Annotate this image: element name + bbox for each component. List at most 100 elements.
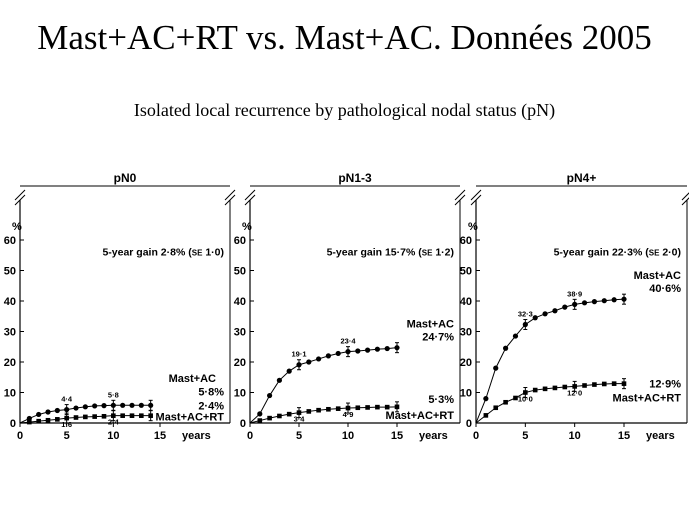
x-tick-label: 5 xyxy=(64,430,70,442)
y-tick-label: 20 xyxy=(460,357,472,369)
data-point-mast-ac xyxy=(276,377,282,383)
data-point-mast-ac-rt xyxy=(73,415,79,420)
x-tick-label: 0 xyxy=(17,430,23,442)
data-label: 4·4 xyxy=(61,395,73,404)
data-point-mast-ac-rt xyxy=(562,384,568,390)
data-point-mast-ac xyxy=(335,350,341,357)
axis-break-mark xyxy=(14,194,26,206)
axis-break-mark xyxy=(224,189,236,201)
axis-break-mark xyxy=(681,192,689,201)
axis-break-mark xyxy=(470,194,482,206)
end-label-mast-ac-rt: 5·3% xyxy=(428,394,454,406)
data-point-mast-ac xyxy=(120,402,126,408)
data-point-mast-ac-rt xyxy=(542,386,548,392)
series-line-mast-ac-rt xyxy=(475,383,624,424)
data-point-mast-ac-rt xyxy=(27,419,32,425)
data-label: 2·4 xyxy=(108,418,120,427)
data-point-mast-ac-rt xyxy=(139,413,144,418)
y-axis-label: % xyxy=(468,221,478,233)
axis-break-mark xyxy=(244,189,256,201)
data-point-mast-ac-rt xyxy=(316,407,321,413)
data-point-mast-ac xyxy=(611,297,617,303)
data-point-mast-ac xyxy=(36,411,42,418)
data-label: 3·4 xyxy=(294,415,306,424)
data-point-mast-ac xyxy=(374,346,380,352)
x-axis-label: years xyxy=(419,430,448,442)
data-point-mast-ac xyxy=(355,348,361,354)
panel-title: pN4+ xyxy=(567,171,597,185)
x-tick-label: 0 xyxy=(473,430,479,442)
data-point-mast-ac-rt xyxy=(36,418,41,424)
data-point-mast-ac xyxy=(54,407,60,414)
end-label-mast-ac: 40·6% xyxy=(649,283,681,295)
y-tick-label: 30 xyxy=(4,327,16,339)
data-point-mast-ac-rt xyxy=(375,404,380,410)
data-point-mast-ac xyxy=(493,365,499,371)
y-tick-label: 10 xyxy=(4,388,16,400)
series-name-mast-ac: Mast+AC xyxy=(634,270,681,282)
data-point-mast-ac xyxy=(384,345,390,352)
data-label: 4·9 xyxy=(343,410,354,419)
y-tick-label: 40 xyxy=(460,296,472,308)
slide-title: Mast+AC+RT vs. Mast+AC. Données 2005 xyxy=(37,18,652,57)
axis-break-mark xyxy=(454,189,466,201)
series-name-mast-ac: Mast+AC xyxy=(169,373,216,385)
data-point-mast-ac xyxy=(286,368,292,374)
data-point-mast-ac-rt xyxy=(326,406,331,412)
slide-subtitle: Isolated local recurrence by pathologica… xyxy=(133,100,556,120)
data-label: 12·0 xyxy=(567,388,582,397)
y-tick-label: 60 xyxy=(4,235,16,247)
data-point-mast-ac xyxy=(82,404,88,410)
data-point-mast-ac xyxy=(532,315,538,321)
data-point-mast-ac xyxy=(73,405,79,411)
data-point-mast-ac xyxy=(26,415,32,422)
data-point-mast-ac-rt xyxy=(277,413,282,419)
y-tick-label: 0 xyxy=(240,418,246,430)
x-tick-label: 15 xyxy=(391,430,403,442)
data-point-mast-ac xyxy=(306,359,312,365)
y-tick-label: 60 xyxy=(460,235,472,247)
y-tick-label: 0 xyxy=(466,418,472,430)
data-point-mast-ac xyxy=(483,396,489,402)
data-label: 38·9 xyxy=(567,289,582,298)
axis-break-mark xyxy=(681,197,689,206)
series-name-mast-ac-rt: Mast+AC+RT xyxy=(613,393,682,405)
x-tick-label: 10 xyxy=(342,430,354,442)
data-point-mast-ac xyxy=(512,333,519,339)
y-tick-label: 40 xyxy=(234,296,246,308)
gain-text: 5-year gain 22·3% (SE 2·0) xyxy=(554,246,681,258)
y-tick-label: 20 xyxy=(4,357,16,369)
y-tick-label: 50 xyxy=(234,266,246,278)
data-point-mast-ac xyxy=(92,403,98,409)
y-tick-label: 50 xyxy=(460,266,472,278)
end-label-mast-ac: 24·7% xyxy=(422,332,454,344)
end-label-mast-ac-rt: 12·9% xyxy=(649,379,681,391)
data-label: 5·8 xyxy=(108,390,119,399)
y-tick-label: 30 xyxy=(460,327,472,339)
data-point-mast-ac-rt xyxy=(267,415,272,421)
y-tick-label: 10 xyxy=(460,388,472,400)
y-tick-label: 30 xyxy=(234,327,246,339)
x-tick-label: 5 xyxy=(522,430,528,442)
x-tick-label: 0 xyxy=(247,430,253,442)
x-axis-label: years xyxy=(646,430,675,442)
y-tick-label: 40 xyxy=(4,296,16,308)
panel-title: pN1-3 xyxy=(338,171,372,185)
data-point-mast-ac-rt xyxy=(129,413,135,418)
series-line-mast-ac xyxy=(475,298,625,424)
data-point-mast-ac-rt xyxy=(532,387,538,393)
data-label: 23·4 xyxy=(340,337,356,346)
axis-break-mark xyxy=(454,194,466,206)
y-tick-label: 50 xyxy=(4,266,16,278)
gain-text: 5-year gain 2·8% (SE 1·0) xyxy=(102,246,224,258)
data-point-mast-ac-rt xyxy=(582,383,587,388)
x-axis-label: years xyxy=(182,430,211,442)
x-tick-label: 5 xyxy=(296,430,302,442)
gain-text: 5-year gain 15·7% (SE 1·2) xyxy=(327,246,454,258)
data-point-mast-ac-rt xyxy=(92,414,97,419)
data-point-mast-ac-rt xyxy=(384,404,390,410)
series-name-mast-ac-rt: Mast+AC+RT xyxy=(156,412,225,424)
end-label-mast-ac: 5·8% xyxy=(198,387,224,399)
data-point-mast-ac-rt xyxy=(355,405,361,411)
